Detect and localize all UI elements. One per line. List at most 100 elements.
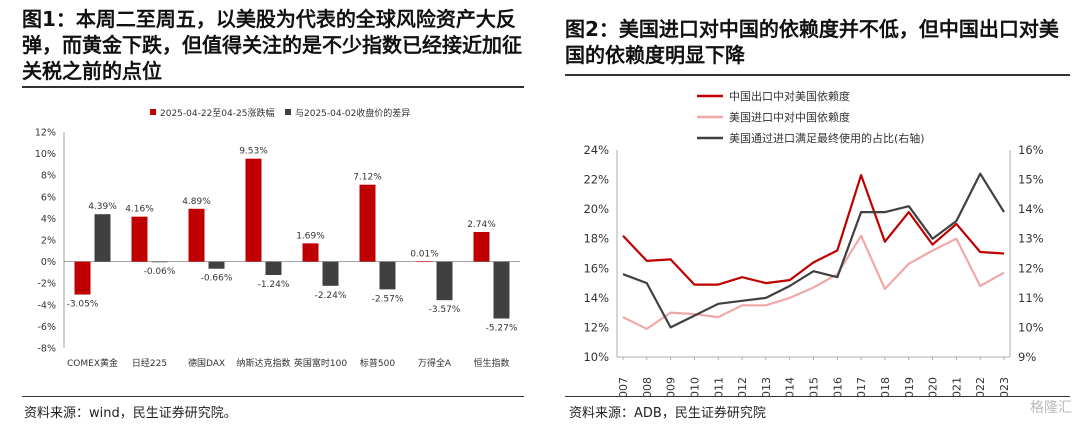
chart1-data-label: -3.05% (67, 300, 99, 310)
chart1-ytick-label: 2% (41, 236, 56, 247)
chart1-bar (131, 216, 148, 262)
chart2-x-tick-label: 2023 (998, 377, 1011, 396)
chart2-x-tick-label: 2015 (808, 377, 821, 396)
chart1-legend-swatch (285, 109, 291, 115)
chart2-right-tick-label: 10% (1018, 320, 1044, 334)
chart1-data-label: -5.27% (486, 324, 518, 334)
chart1-data-label: -0.66% (201, 274, 233, 284)
chart1-bar (94, 214, 111, 262)
chart2-x-tick-label: 2019 (903, 377, 916, 396)
chart2-left-tick-label: 20% (583, 202, 609, 216)
chart1-ytick-label: 4% (41, 214, 56, 225)
left-chart-panel: 图1：本周二至周五，以美股为代表的全球风险资产大反弹，而黄金下跌，但值得关注的是… (22, 7, 524, 421)
chart1-data-label: -2.24% (315, 291, 347, 301)
chart2-source: 资料来源：ADB，民生证券研究院 (569, 406, 766, 421)
chart1-data-label: 4.16% (125, 205, 154, 215)
chart2-svg: 中国出口中对美国依赖度美国进口中对中国依赖度美国通过进口满足最终使用的占比(右轴… (583, 89, 1044, 396)
chart2-source-rule (565, 396, 1070, 397)
chart1-category-label: COMEX黄金 (67, 357, 118, 369)
chart1-category-label: 德国DAX (188, 357, 225, 369)
chart2-left-tick-label: 14% (583, 291, 609, 305)
chart1-bar (208, 261, 225, 269)
chart1-title: 图1：本周二至周五，以美股为代表的全球风险资产大反弹，而黄金下跌，但值得关注的是… (22, 7, 522, 83)
chart2-x-tick-label: 2013 (760, 377, 773, 396)
chart1-ytick-label: 0% (41, 257, 56, 268)
chart2-legend-label: 美国进口中对中国依赖度 (729, 110, 850, 124)
chart2-x-tick-label: 2016 (831, 377, 844, 396)
chart1-bar (302, 243, 319, 262)
watermark-text: 格隆汇 (1030, 400, 1072, 416)
chart1-data-label: 7.12% (353, 173, 382, 183)
chart1-data-label: 4.39% (88, 202, 117, 212)
chart2-right-tick-label: 11% (1018, 291, 1044, 305)
chart1-data-label: 0.01% (410, 249, 439, 259)
chart2-right-tick-label: 15% (1018, 173, 1044, 187)
chart2-x-tick-label: 2012 (736, 377, 749, 396)
chart1-category-label: 英国富时100 (294, 357, 347, 369)
chart1-data-label: -1.24% (258, 280, 290, 290)
chart1-category-label: 万得全A (418, 357, 452, 369)
chart2-left-tick-label: 10% (583, 350, 609, 364)
chart2-right-tick-label: 13% (1018, 232, 1044, 246)
chart1-category-label: 恒生指数 (473, 357, 509, 369)
chart2-title-rule (565, 74, 1070, 76)
chart1-bar (74, 261, 91, 295)
chart1-ytick-label: -8% (38, 344, 57, 355)
chart2-x-tick-label: 2021 (950, 377, 963, 396)
chart2-x-tick-label: 2018 (879, 377, 892, 396)
chart1-legend-label: 2025-04-22至04-25涨跌幅 (160, 107, 274, 119)
chart2-x-tick-label: 2022 (974, 377, 987, 396)
chart1-source-rule (22, 396, 524, 397)
chart2-x-tick-label: 2011 (712, 377, 725, 396)
chart2-series-line (622, 173, 1005, 286)
chart1-bar (379, 261, 396, 290)
chart1-ytick-label: -2% (38, 279, 57, 290)
chart1-data-label: -3.57% (429, 305, 461, 315)
chart1-category-label: 标普500 (360, 357, 395, 369)
chart1-ytick-label: -6% (38, 322, 57, 333)
chart1-legend-swatch (150, 109, 156, 115)
chart1-svg: 2025-04-22至04-25涨跌幅 与2025-04-02收盘价的差异 12% 1… (35, 107, 520, 369)
chart1-title-rule (22, 86, 524, 88)
chart2-left-tick-label: 22% (583, 173, 609, 187)
chart2-x-tick-label: 2008 (641, 377, 654, 396)
chart2-right-tick-label: 12% (1018, 261, 1044, 275)
chart1-ytick-label: 10% (35, 149, 56, 160)
chart1-data-label: 4.89% (182, 197, 211, 207)
chart2-left-tick-label: 18% (583, 232, 609, 246)
chart1-data-label: 1.69% (296, 231, 325, 241)
chart1-legend-label: 与2025-04-02收盘价的差异 (295, 107, 410, 119)
chart2-left-tick-label: 16% (583, 261, 609, 275)
chart1-bar (416, 261, 433, 263)
chart2-x-tick-label: 2009 (665, 377, 678, 396)
chart2-x-tick-label: 2007 (617, 377, 630, 396)
chart1-bar (188, 208, 205, 262)
chart2-right-tick-label: 14% (1018, 202, 1044, 216)
chart2-left-tick-label: 24% (583, 143, 609, 157)
chart2-title: 图2：美国进口对中国的依赖度并不低，但中国出口对美国的依赖度明显下降 (565, 17, 1059, 67)
chart1-bar (265, 261, 282, 275)
chart1-bar (322, 261, 339, 286)
chart1-data-label: 2.74% (467, 220, 496, 230)
chart2-x-tick-label: 2014 (784, 377, 797, 396)
chart1-data-label: -0.06% (144, 267, 176, 277)
chart1-bar (436, 261, 453, 301)
chart2-x-tick-label: 2017 (855, 377, 868, 396)
chart2-legend-label: 美国通过进口满足最终使用的占比(右轴) (729, 131, 925, 145)
chart1-ytick-label: 6% (41, 192, 56, 203)
chart2-right-tick-label: 9% (1018, 350, 1036, 364)
chart2-series-line (622, 234, 1005, 330)
chart2-right-tick-label: 16% (1018, 143, 1044, 157)
chart1-bar (359, 184, 376, 262)
chart2-left-tick-label: 12% (583, 320, 609, 334)
chart2-series-line (622, 172, 1005, 329)
chart1-ytick-label: -4% (38, 300, 57, 311)
chart1-category-label: 日经225 (132, 357, 167, 369)
chart1-data-label: -2.57% (372, 294, 404, 304)
chart1-bar (245, 158, 262, 262)
chart1-bar (473, 232, 490, 262)
chart2-legend-label: 中国出口中对美国依赖度 (729, 89, 850, 103)
chart1-bar (493, 261, 510, 319)
chart1-data-label: 9.53% (239, 147, 268, 157)
chart2-x-tick-label: 2020 (927, 377, 940, 396)
